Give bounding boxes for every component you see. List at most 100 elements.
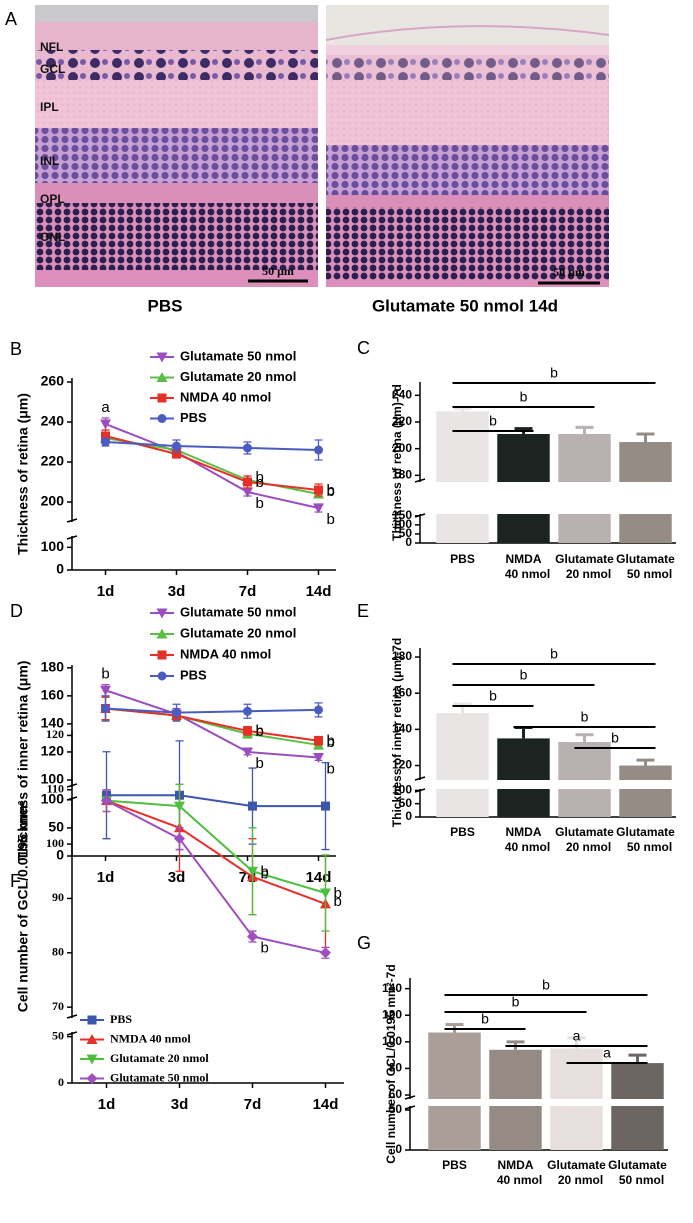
y-axis-label: Thickness of retina (μm) <box>15 393 31 555</box>
panel-label: A <box>5 9 17 29</box>
significance-label: b <box>327 511 335 528</box>
bar <box>497 738 550 780</box>
x-tick-label: Glutamate <box>608 1158 667 1172</box>
legend-label: NMDA 40 nmol <box>180 389 271 404</box>
legend-label: Glutamate 50 nmol <box>110 1070 209 1084</box>
legend-marker <box>156 628 168 639</box>
y-tick-label: 150 <box>392 508 412 522</box>
legend-marker <box>86 1054 98 1065</box>
comparison-label: b <box>542 977 550 993</box>
legend-label: PBS <box>180 667 207 682</box>
point <box>314 445 323 455</box>
x-tick-label: 14d <box>313 1096 339 1113</box>
y-tick-label: 100 <box>41 538 65 554</box>
point <box>243 477 252 487</box>
point <box>100 685 111 696</box>
x-tick-label: 7d <box>244 1096 262 1113</box>
caption: PBS <box>148 296 183 315</box>
y-tick-label: 200 <box>41 493 65 509</box>
error-bar <box>628 1053 647 1064</box>
x-tick-label: 1d <box>98 1096 116 1113</box>
significance-label: b <box>256 723 264 740</box>
x-tick-label: Glutamate <box>555 552 614 566</box>
y-tick-label: 100 <box>392 783 412 797</box>
panel-label: C <box>357 338 370 358</box>
layer-label: NFL <box>40 40 63 54</box>
x-tick-label: 20 nmol <box>558 1173 603 1187</box>
comparison-label: b <box>550 646 558 662</box>
y-tick-label: 100 <box>382 1034 402 1048</box>
axis-break <box>66 1014 78 1036</box>
x-tick-label: Glutamate <box>616 552 675 566</box>
point <box>174 833 185 845</box>
point <box>242 747 253 758</box>
point <box>174 801 185 812</box>
bar <box>619 765 672 780</box>
significance-label: b <box>256 755 264 772</box>
legend-label: Glutamate 50 nmol <box>180 348 296 363</box>
comparison-label: b <box>611 730 619 746</box>
comparison-label: b <box>520 667 528 683</box>
panel-label: G <box>357 933 371 953</box>
y-tick-label: 140 <box>382 981 402 995</box>
legend-label: PBS <box>110 1012 132 1026</box>
point <box>247 866 258 877</box>
y-tick-label: 260 <box>41 373 65 389</box>
y-tick-label: 120 <box>46 727 64 741</box>
comparison-label: a <box>573 1028 581 1044</box>
significance-label: b <box>261 939 269 956</box>
significance-label: b <box>256 474 264 491</box>
x-tick-label: NMDA <box>506 552 542 566</box>
y-tick-label: 100 <box>46 836 64 850</box>
y-tick-label: 180 <box>392 468 412 482</box>
layer-label: OPL <box>40 192 65 206</box>
series-line <box>106 794 326 808</box>
point <box>101 703 110 713</box>
y-tick-label: 140 <box>392 722 412 736</box>
bar <box>611 1063 664 1099</box>
y-axis-label: Cell number of GCL/0.0195 mm² <box>15 800 31 1012</box>
comparison-label: a <box>603 1045 611 1061</box>
significance-label: b <box>101 666 109 683</box>
legend-marker <box>157 414 167 423</box>
y-tick-label: 120 <box>41 743 65 759</box>
point <box>243 706 252 716</box>
y-tick-label: 180 <box>41 659 65 675</box>
series-line <box>105 707 319 746</box>
x-tick-label: 7d <box>239 583 257 600</box>
y-tick-label: 160 <box>392 685 412 699</box>
y-tick-label: 160 <box>41 687 65 703</box>
point <box>247 930 258 942</box>
y-axis-label: Thickness of inner retina (μm) <box>15 661 31 861</box>
bar <box>619 442 672 482</box>
bar-base <box>489 1106 542 1150</box>
x-tick-label: 3d <box>168 583 186 600</box>
series-line <box>106 799 326 954</box>
series-line <box>106 799 326 894</box>
x-tick-label: 40 nmol <box>497 1173 542 1187</box>
layer-label: IPL <box>40 100 59 114</box>
legend-marker <box>157 671 167 681</box>
y-axis-label: Cell number of GCL/0.0195 mm²-7d <box>384 964 398 1163</box>
significance-label: b <box>334 885 342 902</box>
bar-base <box>558 789 611 817</box>
legend-label: Glutamate 50 nmol <box>180 604 296 619</box>
legend-marker <box>156 372 168 382</box>
y-tick-label: 100 <box>41 791 65 807</box>
x-tick-label: 50 nmol <box>619 1173 664 1187</box>
bar <box>436 411 489 482</box>
bar-base <box>497 789 550 817</box>
y-tick-label: 0 <box>56 847 64 863</box>
axis-break <box>404 1095 416 1110</box>
bar-base <box>558 514 611 543</box>
y-tick-label: 50 <box>52 1028 64 1042</box>
point <box>313 753 324 764</box>
bar-base <box>436 514 489 543</box>
point <box>100 419 111 430</box>
y-tick-label: 50 <box>389 1102 403 1116</box>
scale-bar-label: 50 μm <box>262 264 294 278</box>
